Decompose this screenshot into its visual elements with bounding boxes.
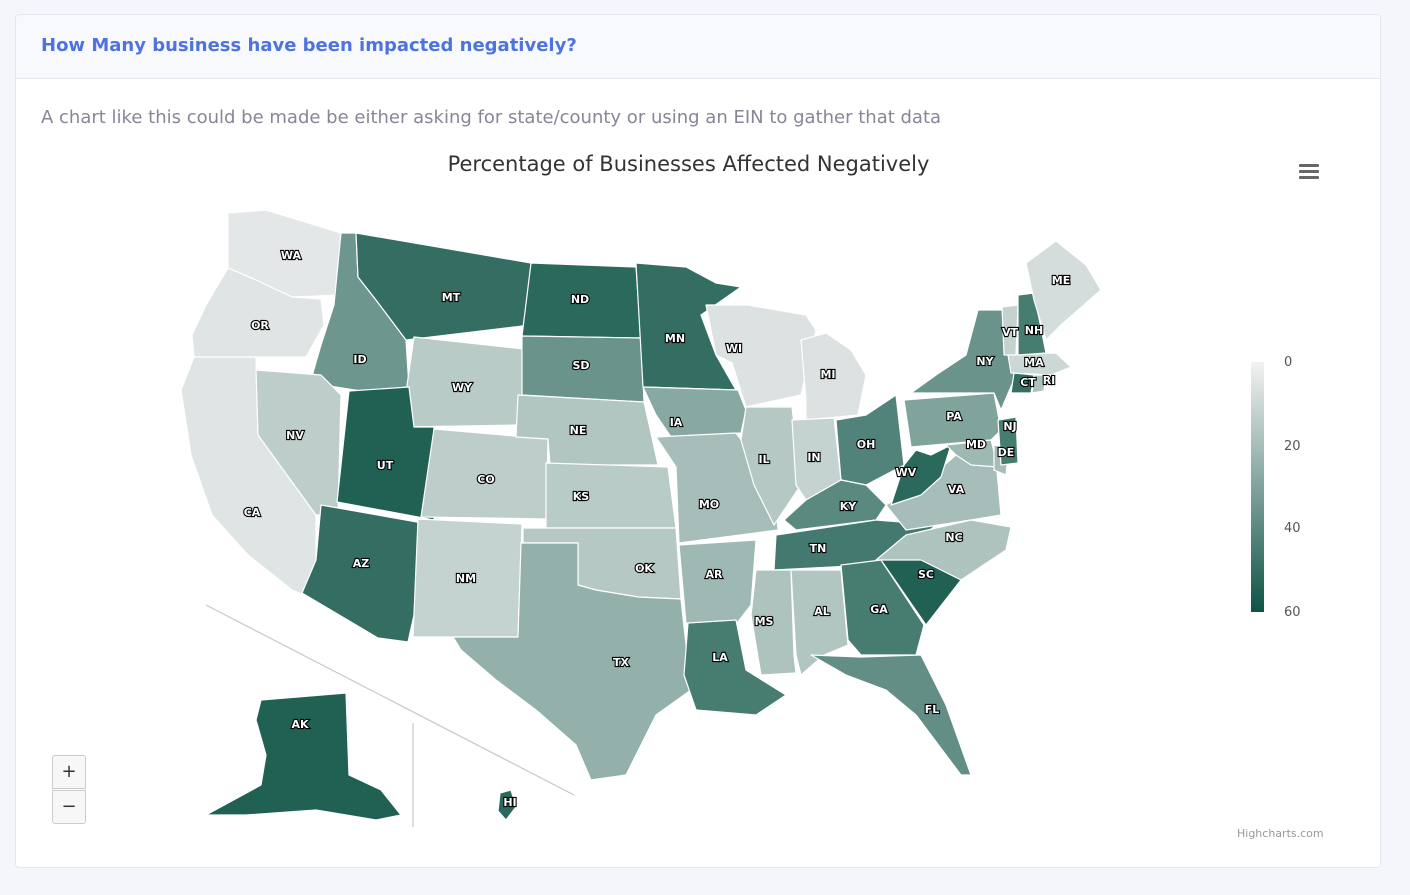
state-label-ia: IA (670, 416, 683, 429)
state-label-in: IN (807, 451, 820, 464)
state-label-ar: AR (706, 568, 724, 581)
state-label-md: MD (966, 438, 986, 451)
state-label-nv: NV (286, 429, 304, 442)
state-ak[interactable] (205, 692, 402, 821)
state-tx[interactable] (452, 542, 692, 781)
state-label-me: ME (1052, 274, 1070, 287)
state-label-nm: NM (456, 572, 476, 585)
state-label-al: AL (814, 605, 830, 618)
state-md[interactable] (945, 439, 999, 468)
state-label-hi: HI (503, 796, 516, 809)
state-nj[interactable] (997, 416, 1019, 466)
state-label-ne: NE (570, 424, 587, 437)
state-label-ms: MS (755, 615, 774, 628)
state-label-nj: NJ (1003, 420, 1016, 433)
state-label-fl: FL (925, 703, 940, 716)
state-label-co: CO (477, 473, 494, 486)
state-label-ri: RI (1043, 374, 1056, 387)
state-label-il: IL (758, 453, 769, 466)
state-nh[interactable] (1017, 292, 1047, 356)
state-label-id: ID (353, 353, 366, 366)
state-label-sd: SD (572, 359, 589, 372)
state-label-ct: CT (1020, 376, 1036, 389)
state-label-ma: MA (1024, 356, 1044, 369)
state-label-wa: WA (281, 249, 302, 262)
state-label-nd: ND (571, 293, 589, 306)
state-label-ky: KY (840, 500, 858, 513)
state-label-or: OR (251, 319, 269, 332)
state-label-mt: MT (442, 291, 461, 304)
state-label-oh: OH (857, 438, 876, 451)
card-description: A chart like this could be made be eithe… (41, 107, 942, 128)
state-label-wy: WY (452, 381, 473, 394)
labels-layer: WA OR CA ID NV MT WY UT AZ CO NM ND SD NE KS OK TX MN IA MO… (243, 248, 1072, 810)
us-choropleth-map: WA OR CA ID NV MT WY UT AZ CO NM ND SD NE KS OK TX MN IA MO… (180, 209, 1102, 827)
state-la[interactable] (683, 619, 787, 716)
state-or[interactable] (191, 267, 325, 358)
state-label-ak: AK (291, 718, 309, 731)
state-label-mn: MN (665, 332, 685, 345)
state-label-tn: TN (810, 542, 827, 555)
state-label-ny: NY (976, 355, 994, 368)
state-ky[interactable] (783, 479, 887, 531)
legend-tick-60: 60 (1284, 605, 1301, 620)
color-legend-bar (1251, 362, 1264, 612)
state-label-ks: KS (573, 490, 590, 503)
state-il[interactable] (740, 406, 802, 526)
state-ut[interactable] (336, 386, 435, 521)
state-label-vt: VT (1002, 326, 1019, 339)
state-label-ok: OK (635, 562, 653, 575)
state-fl[interactable] (810, 654, 972, 776)
state-ar[interactable] (678, 539, 757, 628)
state-label-pa: PA (946, 410, 962, 423)
legend-tick-20: 20 (1284, 439, 1301, 454)
state-label-az: AZ (353, 557, 370, 570)
card-header: How Many business have been impacted neg… (16, 15, 1380, 79)
state-label-ca: CA (244, 506, 261, 519)
state-me[interactable] (1025, 240, 1102, 341)
state-label-mo: MO (699, 498, 719, 511)
zoom-out-button[interactable]: − (52, 790, 86, 824)
state-mi[interactable] (800, 332, 867, 421)
state-label-va: VA (948, 483, 965, 496)
state-vt[interactable] (1001, 304, 1019, 356)
legend-tick-40: 40 (1284, 521, 1301, 536)
state-label-sc: SC (918, 568, 934, 581)
state-label-ga: GA (870, 603, 888, 616)
state-wv[interactable] (890, 444, 952, 506)
highcharts-credits-link[interactable]: Highcharts.com (1237, 827, 1324, 840)
state-label-nh: NH (1025, 324, 1043, 337)
inset-separator-diagonal (205, 604, 575, 796)
legend-tick-0: 0 (1284, 355, 1293, 370)
state-wi[interactable] (705, 304, 817, 408)
state-label-la: LA (712, 651, 728, 664)
state-label-wi: WI (726, 342, 742, 355)
state-nc[interactable] (875, 519, 1012, 581)
hamburger-menu-icon[interactable] (1295, 160, 1323, 184)
card-title: How Many business have been impacted neg… (41, 35, 577, 56)
states-layer (180, 209, 1102, 821)
state-label-tx: TX (613, 656, 630, 669)
state-label-de: DE (998, 446, 1015, 459)
chart-title: Percentage of Businesses Affected Negati… (447, 152, 930, 176)
state-pa[interactable] (903, 392, 1002, 448)
state-label-nc: NC (945, 531, 962, 544)
zoom-in-button[interactable]: + (52, 755, 86, 789)
state-label-mi: MI (820, 368, 835, 381)
state-ma[interactable] (1007, 352, 1072, 376)
state-label-ut: UT (377, 459, 394, 472)
state-hi[interactable] (497, 789, 517, 821)
state-ks[interactable] (545, 462, 677, 529)
chart-card: How Many business have been impacted neg… (15, 14, 1381, 868)
state-ia[interactable] (642, 386, 747, 438)
state-label-wv: WV (896, 466, 917, 479)
